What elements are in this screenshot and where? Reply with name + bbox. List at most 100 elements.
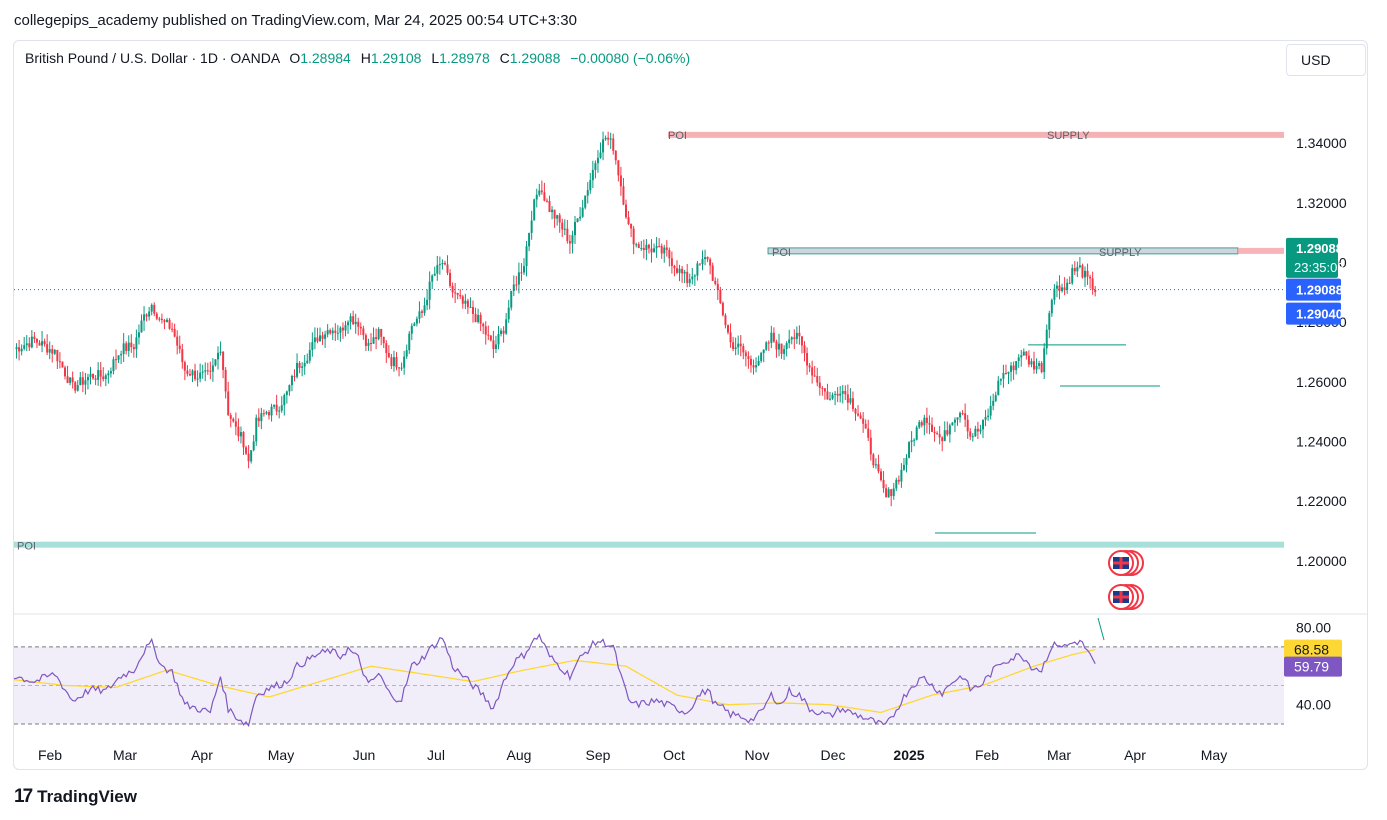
candle-body	[892, 488, 895, 496]
candle-body	[997, 380, 1000, 396]
candle-body	[500, 330, 503, 335]
candle-body	[497, 334, 500, 345]
candle-body	[97, 370, 100, 380]
candle-body	[194, 370, 197, 380]
candle-body	[902, 464, 905, 470]
candle-body	[507, 307, 510, 320]
candle-body	[446, 264, 449, 273]
candle-body	[99, 370, 102, 377]
candle-body	[206, 370, 209, 372]
candle-body	[487, 334, 490, 336]
candle-body	[706, 257, 709, 260]
high-value: 1.29108	[370, 50, 422, 66]
candle-body	[1091, 278, 1094, 290]
price-tick-label: 1.22000	[1296, 493, 1347, 509]
candle-body	[793, 337, 796, 339]
candle-body	[869, 437, 872, 455]
candle-body	[239, 432, 242, 437]
candle-body	[905, 457, 908, 465]
candle-body	[153, 304, 156, 314]
candle-body	[609, 138, 612, 140]
candle-body	[645, 244, 648, 251]
candle-body	[510, 290, 513, 308]
candle-body	[767, 342, 770, 344]
candle-body	[780, 343, 783, 354]
candle-body	[999, 378, 1002, 381]
candle-body	[571, 235, 574, 244]
candle-body	[375, 337, 378, 340]
time-tick-label: May	[1201, 747, 1227, 763]
candle-body	[747, 356, 750, 359]
candle-body	[844, 390, 847, 395]
candle-body	[987, 415, 990, 418]
candle-body	[56, 349, 59, 362]
candle-body	[316, 337, 319, 342]
candle-body	[482, 323, 485, 327]
rsi-badge	[1284, 656, 1342, 677]
candle-body	[895, 479, 898, 489]
candle-body	[41, 341, 44, 346]
candle-body	[1027, 355, 1030, 365]
candle-body	[859, 415, 862, 419]
line-badge-value: 1.29040	[1296, 307, 1343, 322]
candle-body	[711, 265, 714, 281]
candle-body	[48, 349, 51, 353]
symbol-title[interactable]: British Pound / U.S. Dollar · 1D · OANDA	[25, 50, 280, 66]
candle-body	[196, 378, 199, 380]
rsi-tick-label: 40.00	[1296, 697, 1331, 713]
candle-body	[849, 398, 852, 403]
low-label: L	[431, 50, 440, 66]
candle-body	[209, 370, 212, 372]
candle-body	[298, 362, 301, 368]
candle-body	[28, 343, 31, 348]
candle-body	[599, 152, 602, 158]
candle-body	[53, 349, 56, 354]
candle-body	[946, 430, 949, 435]
candle-body	[525, 246, 528, 267]
last-price-value: 1.29088	[1296, 241, 1343, 256]
candle-body	[296, 362, 299, 377]
candle-body	[709, 259, 712, 266]
candle-body	[602, 139, 605, 153]
candle-body	[938, 434, 941, 438]
candle-body	[33, 336, 36, 340]
candle-body	[994, 395, 997, 401]
candle-body	[816, 376, 819, 383]
candle-body	[319, 335, 321, 342]
candle-body	[474, 313, 477, 323]
candle-body	[237, 426, 240, 437]
time-tick-label: Dec	[821, 747, 846, 763]
candle-body	[698, 263, 701, 265]
candle-body	[586, 190, 589, 196]
candle-body	[464, 300, 467, 304]
time-tick-label: Mar	[113, 747, 137, 763]
time-tick-label: Feb	[975, 747, 999, 763]
candle-body	[811, 367, 814, 376]
supply-upper-label: SUPPLY	[1047, 130, 1090, 142]
candle-body	[413, 323, 416, 326]
candle-body	[1035, 365, 1038, 370]
currency-button[interactable]: USD	[1286, 44, 1366, 76]
candle-body	[459, 294, 462, 297]
candle-body	[691, 276, 694, 280]
candle-body	[625, 204, 627, 218]
candle-body	[433, 273, 436, 276]
candle-body	[51, 349, 54, 354]
candle-body	[765, 342, 768, 350]
footer-brand[interactable]: 17 TradingView	[14, 786, 137, 808]
candle-body	[790, 337, 793, 340]
candle-body	[1089, 276, 1092, 279]
candle-body	[551, 209, 554, 213]
poi-lower-label: POI	[17, 541, 36, 553]
candle-body	[589, 180, 592, 191]
candle-body	[385, 343, 388, 353]
candle-body	[79, 377, 82, 386]
candle-body	[686, 271, 689, 284]
candle-body	[341, 327, 344, 331]
candle-body	[744, 352, 747, 357]
price-tick-label: 1.24000	[1296, 433, 1347, 449]
time-tick-label: 2025	[893, 747, 924, 763]
candle-body	[778, 343, 780, 350]
high-label: H	[360, 50, 371, 66]
